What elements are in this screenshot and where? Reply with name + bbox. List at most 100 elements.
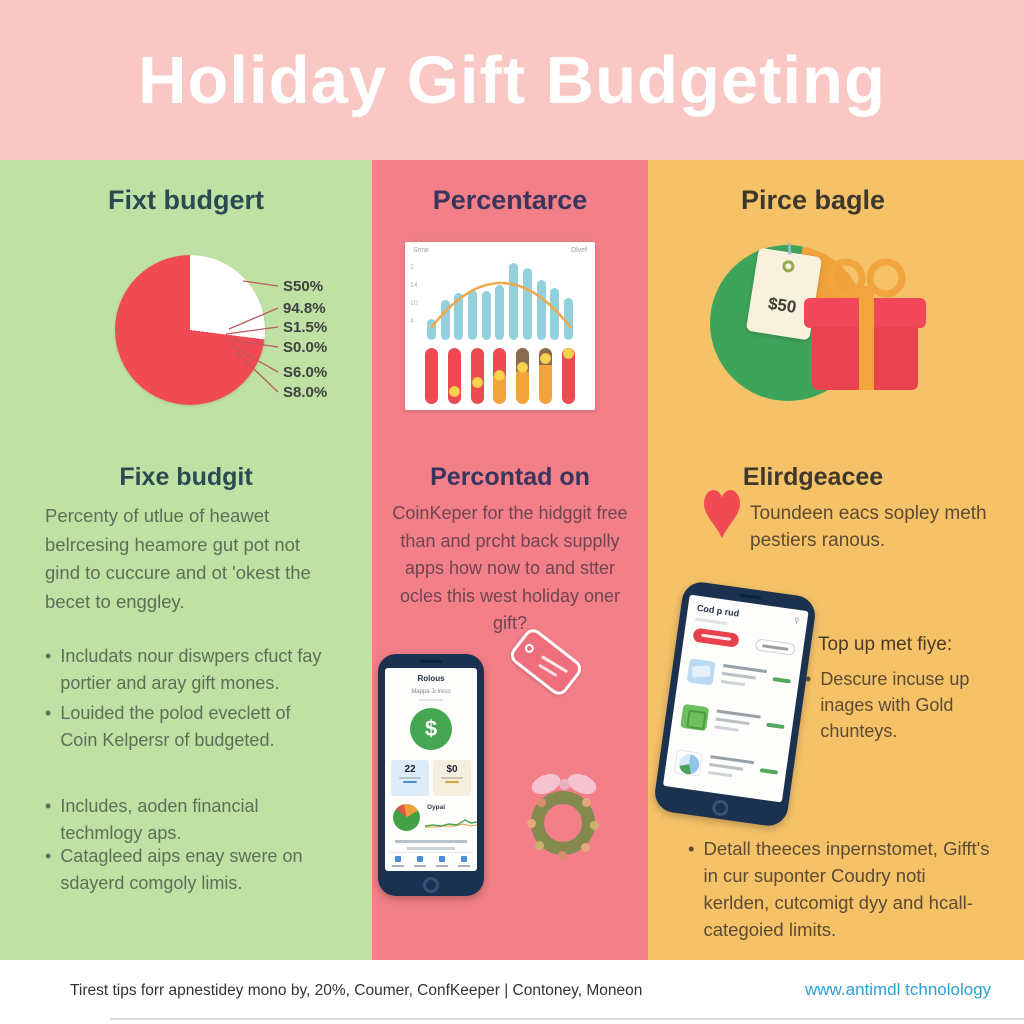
nav-icon [417,856,423,862]
budget-app-phone: Rolous Mappa Ji Ireco $ 22 $0 [378,654,484,896]
gift-bow-icon [826,258,906,302]
phone-screen: Cod p rud ⚲ [662,594,809,803]
stat-card: 22 [391,760,429,796]
progress-bar [493,348,507,404]
phone-speaker [738,593,762,600]
heart-pin-icon [704,490,740,538]
add-budget-button [692,627,740,648]
progress-dot [562,348,574,359]
text-line-decor [715,717,750,726]
mini-pie-chart [393,804,420,831]
website-link[interactable]: www.antimdl tchnolology [805,980,992,999]
tip-title: Top up met fiye: [818,634,953,655]
stat-value: 22 [404,764,416,775]
blue-bar [563,298,573,340]
blue-bar [495,285,505,340]
progress-bar [470,348,484,404]
bullet-text: Detall theeces inpernstomet, Gifft's in … [703,838,990,940]
arc-line [429,281,573,329]
column-title-fixed-budget: Fixt budgert [108,185,264,215]
text-line-decor [419,699,443,701]
text-line-decor [445,781,459,783]
y-axis-tick: 14 [410,282,418,289]
bullet-text: Includes, aoden financial techmlogy aps. [60,796,259,843]
page-title: Holiday Gift Budgeting [138,43,886,118]
fixed-budget-column: Fixt budgert S50% 94.8% S1.5% S0.0% S6.0… [0,160,372,960]
progress-dot [494,370,506,381]
progress-bar [425,348,438,404]
bow-knot [559,779,570,790]
text-line-decor [403,781,417,783]
mini-chart-label: Oypal [427,804,446,811]
dollar-coin-icon: $ [410,708,452,750]
app-subtitle: Mappa Ji Ireco [411,689,451,695]
section-title-fixed-budget: Fixe budgit [119,463,253,491]
amount-decor [772,677,791,684]
phone-speaker [420,660,442,663]
text-line-decor [399,777,421,779]
progress-dot [471,377,483,388]
tag-hole [523,642,536,655]
y-axis-tick: 4 [410,318,414,325]
wreath-illustration [518,778,610,870]
spending-list-phone: Cod p rud ⚲ [652,579,818,829]
pie-label: S0.0% [283,339,328,356]
tag-string [787,243,792,255]
blue-bar [550,288,560,340]
nav-item [411,856,429,867]
header-banner: Holiday Gift Budgeting [0,0,1024,160]
pie-label: S50% [283,278,324,295]
pie-label: S6.0% [283,364,328,381]
text-line-decor [714,725,739,732]
text-line-decor [392,865,404,867]
pie-label: 94.8% [283,300,326,317]
wreath-flowers [559,819,568,828]
dollar-symbol: $ [424,716,438,741]
list-item [673,746,780,794]
sparkline [425,819,477,828]
column-title-price-range: Pirce bagle [740,185,886,215]
blue-bar-group [427,256,573,340]
fixed-budget-paragraph: Percenty of utlue of heawet belrcesing h… [45,505,311,612]
text-line-decor [721,671,757,680]
bullet-item: Catagleed aips enay swere on sdayerd com… [45,843,330,897]
pie-label: S1.5% [283,319,328,336]
blue-bar [522,268,532,340]
column-title-percentage: Percentarce [432,185,588,215]
footer: Tirest tips forr apnestidey mono by, 20%… [0,960,1024,1024]
chart-corner-label-left: Smw [413,247,429,254]
footer-divider [110,1018,1024,1020]
nav-item [389,856,407,867]
pie-label: S8.0% [283,384,328,401]
text-line-decor [723,664,768,674]
stat-cards-row: 22 $0 [391,760,471,796]
wallet-icon [686,658,716,686]
nav-item [433,856,451,867]
price-range-column: Pirce bagle $50 Elirdgeacee Toundeen eac… [648,160,1024,960]
text-line-decor [701,633,732,641]
app-header: Cod p rud [696,602,740,619]
progress-bar [516,348,530,404]
y-axis-tick: 10 [410,300,418,307]
bottom-nav [389,852,473,867]
progress-dot [517,362,529,373]
price-range-lead-text: Toundeen eacs sopley meth pestiers ranou… [750,503,987,551]
text-line-decor [436,865,448,867]
y-axis-tick: 2 [410,264,414,271]
blue-bar [440,300,450,340]
chart-corner-label-right: Dlvef [571,247,587,254]
tag-hole [781,259,796,274]
blue-bar [481,291,491,340]
text-line-decor [716,709,761,719]
bullet-text: Catagleed aips enay swere on sdayerd com… [60,846,303,893]
blue-bar [468,290,478,340]
wreath-bow [531,771,597,799]
blue-bar [536,280,546,340]
bullet-item: Detall theeces inpernstomet, Gifft's in … [688,835,993,943]
pie-chart-icon [673,749,703,777]
text-line-decor [709,763,744,771]
bullet-text: Descure incuse up inages with Gold chunt… [820,669,970,741]
home-button [423,877,439,893]
text-line-decor [441,777,463,779]
